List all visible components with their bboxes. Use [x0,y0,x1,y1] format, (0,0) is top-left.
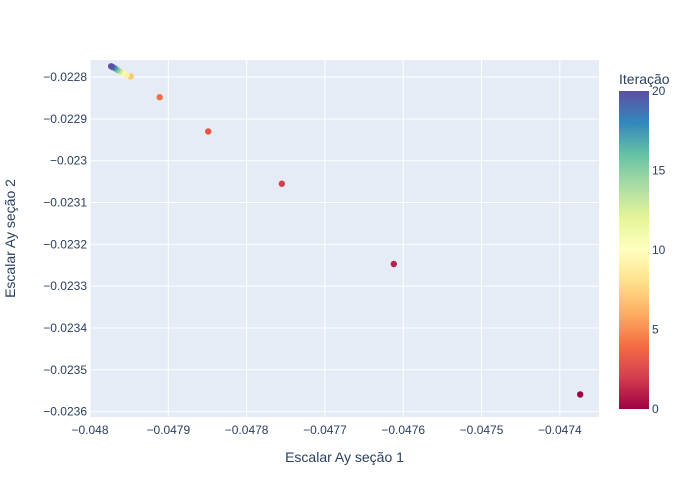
y-tick-label: −0.023 [50,154,87,168]
colorbar-tick-labels: 0 5 10 15 20 [652,84,666,416]
colorbar-tick-label: 5 [652,323,659,337]
y-tick-label: −0.0228 [43,70,87,84]
data-points [107,63,584,398]
colorbar-tick-label: 20 [652,84,666,98]
x-tick-label: −0.0474 [538,423,582,437]
data-point [107,63,115,70]
x-axis-title: Escalar Ay seção 1 [285,449,404,465]
x-tick-labels: −0.048 −0.0479 −0.0478 −0.0477 −0.0476 −0.047… [71,423,582,437]
y-tick-label: −0.0229 [43,112,87,126]
x-tick-label: −0.0477 [303,423,347,437]
data-point [156,94,163,101]
x-tick-label: −0.048 [71,423,108,437]
data-point [390,260,398,268]
colorbar-gradient [619,91,649,409]
data-point [577,391,584,398]
y-tick-label: −0.0236 [43,405,87,419]
y-tick-labels: −0.0228 −0.0229 −0.023 −0.0231 −0.0232 −0.023… [43,70,87,418]
x-tick-label: −0.0475 [460,423,504,437]
x-tick-label: −0.0476 [381,423,425,437]
y-tick-label: −0.0232 [43,237,87,251]
y-tick-label: −0.0231 [43,196,87,210]
data-point [205,128,212,135]
y-tick-label: −0.0233 [43,279,87,293]
grid-lines [89,60,599,417]
x-tick-label: −0.0479 [146,423,190,437]
y-tick-label: −0.0234 [43,321,87,335]
x-tick-label: −0.0478 [225,423,269,437]
colorbar-tick-label: 15 [652,164,666,178]
data-point [278,180,286,187]
colorbar-tick-label: 0 [652,402,659,416]
y-tick-label: −0.0235 [43,363,87,377]
colorbar: Iteração 0 5 10 15 20 [619,71,670,416]
plot-area [90,60,599,417]
colorbar-title: Iteração [619,71,670,87]
colorbar-tick-label: 10 [652,243,666,257]
y-axis-title: Escalar Ay seção 2 [2,179,18,298]
